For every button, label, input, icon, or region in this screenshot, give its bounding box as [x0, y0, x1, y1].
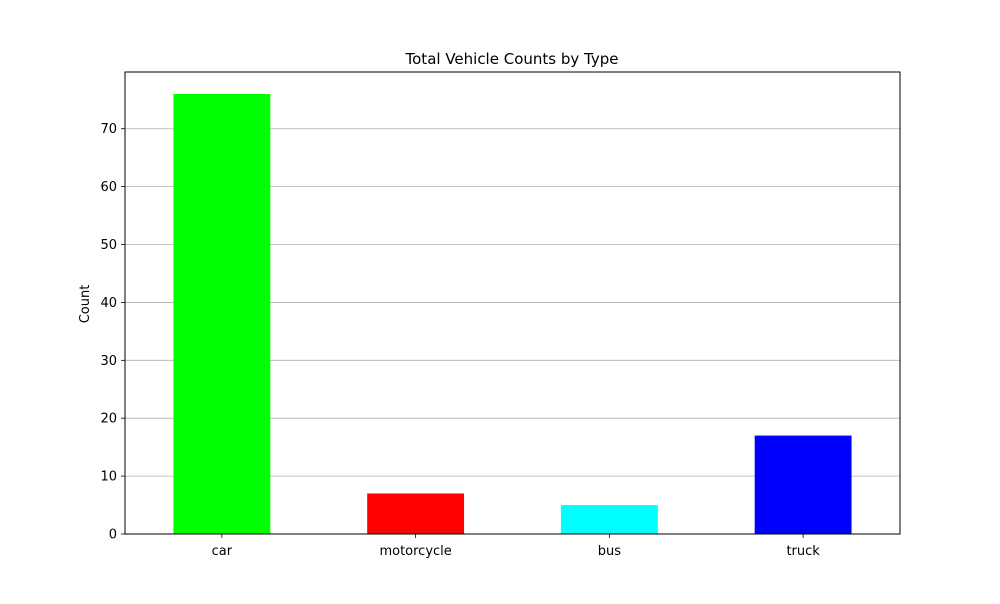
bars [173, 94, 852, 534]
y-tick-label: 0 [109, 528, 117, 543]
bar-truck [754, 435, 852, 534]
x-tick-label: bus [598, 544, 621, 559]
y-tick-label: 60 [100, 180, 117, 195]
x-tick-label: car [212, 544, 233, 559]
x-tick-label: truck [786, 544, 820, 559]
bar-car [173, 94, 271, 534]
chart-title: Total Vehicle Counts by Type [405, 50, 619, 68]
y-tick-label: 40 [100, 296, 117, 311]
y-tick-label: 20 [100, 412, 117, 427]
plot-frame [124, 71, 901, 535]
x-tick-label: motorcycle [379, 544, 451, 559]
bar-bus [560, 505, 658, 534]
y-axis-label: Count [78, 285, 93, 324]
y-tick-label: 50 [100, 238, 117, 253]
y-tick-label: 10 [100, 470, 117, 485]
y-tick-label: 70 [100, 122, 117, 137]
bar-motorcycle [367, 493, 465, 534]
y-tick-label: 30 [100, 354, 117, 369]
axes: 0 10 20 30 40 50 60 70 car motorcycle bus truck [100, 71, 901, 559]
